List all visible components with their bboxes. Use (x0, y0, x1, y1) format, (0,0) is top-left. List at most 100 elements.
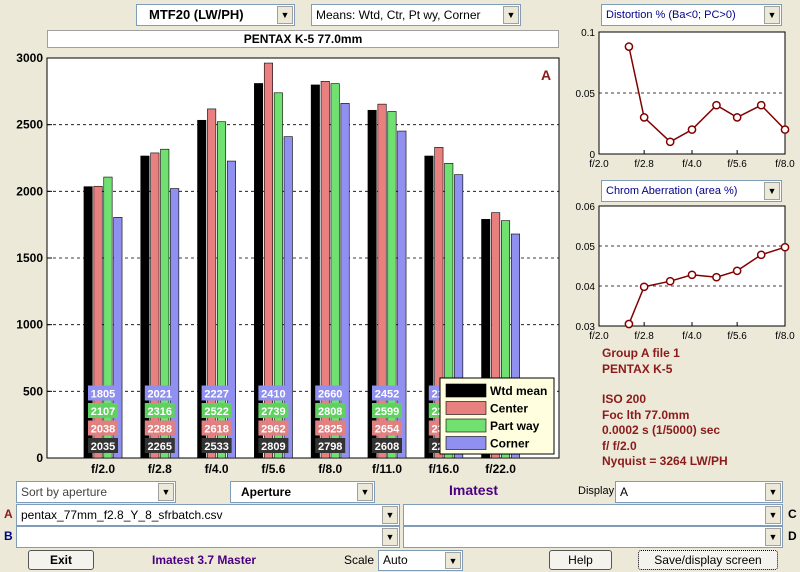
chevron-down-icon[interactable]: ▼ (765, 528, 781, 546)
value-label-bg (372, 403, 402, 418)
data-point (639, 282, 649, 292)
chevron-down-icon[interactable]: ▼ (158, 483, 174, 501)
save-display-button[interactable]: Save/display screen (638, 550, 778, 570)
display-select-value: A (620, 485, 629, 499)
info-shutter: 0.0002 s (1/5000) sec (602, 423, 721, 437)
value-label: 2316 (148, 406, 172, 418)
means-select-value: Means: Wtd, Ctr, Pt wy, Corner (316, 8, 481, 22)
bar (377, 103, 387, 459)
value-label-bg (144, 438, 175, 453)
x-tick-label: f/5.6 (727, 331, 747, 342)
data-point (624, 319, 634, 329)
value-label: 2021 (148, 389, 172, 401)
y-tick-label: 0.03 (576, 322, 596, 333)
chevron-down-icon[interactable]: ▼ (382, 506, 398, 524)
y-tick-label: 3000 (16, 51, 43, 65)
y-tick-label: 500 (23, 384, 43, 398)
scale-select[interactable]: Auto ▼ (378, 550, 463, 571)
mtf-select[interactable]: MTF20 (LW/PH) ▼ (136, 4, 295, 26)
bar (510, 233, 520, 459)
bar (397, 130, 407, 459)
corner-label: A (541, 67, 551, 83)
y-tick-label: 0 (36, 451, 43, 465)
file-c-select[interactable]: ▼ (403, 504, 783, 526)
y-tick-label: 0 (589, 150, 595, 161)
x-tick-label: f/22.0 (485, 462, 516, 476)
value-label-bg (88, 385, 118, 401)
value-label: 2522 (204, 406, 228, 418)
data-point (712, 100, 721, 110)
value-label-bg (315, 403, 346, 418)
value-label-bg (315, 385, 346, 401)
legend-swatch (445, 401, 487, 415)
bar (454, 174, 464, 459)
aperture-select-value: Aperture (241, 485, 292, 499)
file-a-select[interactable]: pentax_77mm_f2.8_Y_8_sfrbatch.csv ▼ (16, 504, 400, 526)
x-tick-label: f/8.0 (775, 331, 795, 342)
chevron-down-icon[interactable]: ▼ (765, 506, 781, 524)
row-c-label: C (788, 507, 797, 521)
value-label: 2654 (375, 424, 400, 436)
value-label-bg (258, 438, 289, 453)
bar (387, 111, 397, 459)
value-label: 2288 (148, 424, 172, 436)
y-tick-label: 2500 (16, 118, 43, 132)
chevron-down-icon[interactable]: ▼ (445, 552, 461, 569)
sort-select[interactable]: Sort by aperture ▼ (16, 481, 176, 503)
legend-swatch (445, 418, 487, 433)
chevron-down-icon[interactable]: ▼ (764, 6, 780, 24)
value-label-bg (258, 420, 289, 436)
scale-label: Scale (344, 553, 375, 567)
help-button[interactable]: Help (549, 550, 612, 570)
data-point (665, 137, 675, 147)
bar (340, 103, 350, 459)
y-tick-label: 0.04 (576, 282, 596, 293)
exit-button[interactable]: Exit (28, 550, 94, 570)
series-line (628, 246, 786, 325)
data-point (665, 276, 675, 286)
bar (481, 219, 491, 459)
chevron-down-icon[interactable]: ▼ (765, 483, 781, 501)
file-d-select[interactable]: ▼ (403, 526, 783, 548)
legend-swatch (445, 383, 487, 398)
chrom-select-value: Chrom Aberration (area %) (606, 185, 738, 197)
data-point (780, 242, 790, 252)
display-label: Display (578, 485, 615, 497)
value-label: 2038 (91, 424, 115, 436)
bar (491, 212, 501, 459)
mtf-bar-chart: 0 500 1000 1500 2000 2500 3000 f/2.0 1805 2107 203… (16, 51, 560, 476)
bar (217, 121, 227, 459)
bar (434, 147, 444, 459)
legend-label: Wtd mean (490, 384, 547, 398)
x-tick-label: f/4.0 (205, 462, 229, 476)
info-group: Group A file 1 (602, 346, 680, 360)
x-tick-label: f/16.0 (428, 462, 459, 476)
chevron-down-icon[interactable]: ▼ (357, 483, 373, 501)
chrom-select[interactable]: Chrom Aberration (area %) ▼ (601, 180, 782, 202)
value-label: 2227 (204, 389, 228, 401)
chevron-down-icon[interactable]: ▼ (764, 182, 780, 200)
data-point (756, 100, 766, 110)
chevron-down-icon[interactable]: ▼ (503, 6, 519, 24)
display-select[interactable]: A ▼ (615, 481, 783, 503)
means-select[interactable]: Means: Wtd, Ctr, Pt wy, Corner ▼ (311, 4, 521, 26)
y-tick-label: 0.1 (581, 28, 595, 39)
plot-area (598, 205, 786, 327)
file-b-select[interactable]: ▼ (16, 526, 400, 548)
value-label: 2798 (318, 441, 342, 453)
chevron-down-icon[interactable]: ▼ (382, 528, 398, 546)
value-label-bg (144, 403, 175, 418)
x-tick-label: f/2.0 (589, 159, 609, 170)
x-tick-label: f/4.0 (682, 159, 702, 170)
distortion-select[interactable]: Distortion % (Ba<0; PC>0) ▼ (601, 4, 782, 26)
x-tick-label: f/4.0 (682, 331, 702, 342)
data-point (712, 272, 721, 282)
data-point (687, 270, 697, 280)
chevron-down-icon[interactable]: ▼ (277, 6, 293, 24)
legend-label: Part way (490, 419, 540, 433)
value-label: 2825 (318, 424, 342, 436)
brand-label: Imatest (449, 482, 499, 498)
bar (113, 217, 123, 459)
data-point (687, 125, 697, 134)
aperture-select[interactable]: Aperture ▼ (230, 481, 375, 503)
